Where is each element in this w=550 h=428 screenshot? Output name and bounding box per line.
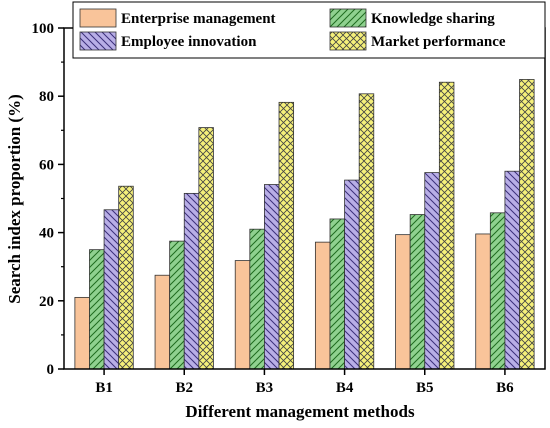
legend-label-knowledge-sharing: Knowledge sharing	[371, 11, 495, 27]
bar-enterprise-management-b6	[475, 233, 491, 370]
y-tick-label: 60	[39, 157, 54, 173]
bar-market-performance-b4	[358, 93, 375, 370]
bar-enterprise-management-b3	[234, 260, 251, 370]
x-tick-label-b3: B3	[256, 380, 274, 396]
bar-employee-innovation-b3	[264, 184, 280, 370]
x-tick-label-b2: B2	[175, 380, 193, 396]
legend-swatch-employee-innovation	[79, 31, 117, 51]
axes-group	[63, 27, 546, 370]
legend: Enterprise management Knowledge sharing Em…	[72, 1, 546, 59]
bar-employee-innovation-b4	[344, 179, 360, 370]
bar-knowledge-sharing-b2	[169, 240, 185, 370]
legend-label-market-performance: Market performance	[371, 34, 506, 50]
bar-knowledge-sharing-b6	[489, 212, 506, 370]
bar-employee-innovation-b6	[504, 170, 520, 370]
legend-swatch-enterprise-management	[79, 8, 117, 28]
y-axis-label: Search index proportion (%)	[5, 94, 24, 304]
bar-employee-innovation-b1	[103, 209, 120, 370]
ticks-group: 0 20 40 60 80 100 B1 B2 B3 B4 B5 B6	[32, 21, 515, 396]
bar-knowledge-sharing-b1	[89, 249, 105, 370]
bar-market-performance-b5	[438, 81, 455, 370]
y-tick-label: 80	[39, 89, 54, 105]
y-tick-label: 40	[39, 226, 54, 242]
legend-swatch-market-performance	[329, 31, 367, 51]
x-tick-label-b4: B4	[336, 380, 354, 396]
bar-enterprise-management-b2	[154, 274, 171, 370]
bar-employee-innovation-b2	[183, 192, 200, 370]
legend-box	[72, 1, 546, 59]
legend-label-enterprise-management: Enterprise management	[121, 11, 276, 27]
bar-employee-innovation-b5	[424, 172, 440, 370]
legend-swatch-knowledge-sharing	[329, 8, 367, 28]
y-tick-label: 20	[39, 294, 54, 310]
x-axis-label: Different management methods	[185, 402, 415, 421]
bar-knowledge-sharing-b5	[409, 214, 426, 370]
bar-market-performance-b1	[118, 185, 134, 370]
plot-frame	[63, 27, 546, 370]
y-tick-label: 100	[32, 21, 55, 37]
legend-label-employee-innovation: Employee innovation	[121, 34, 257, 50]
bar-enterprise-management-b1	[74, 296, 90, 370]
bar-knowledge-sharing-b4	[329, 218, 345, 370]
y-tick-label: 0	[47, 362, 55, 378]
bar-market-performance-b2	[198, 127, 214, 370]
bar-market-performance-b3	[278, 101, 295, 370]
x-tick-label-b1: B1	[95, 380, 113, 396]
bar-enterprise-management-b4	[314, 241, 331, 370]
bar-knowledge-sharing-b3	[249, 228, 265, 370]
x-tick-label-b6: B6	[496, 380, 514, 396]
bar-market-performance-b6	[519, 79, 535, 370]
x-tick-label-b5: B5	[416, 380, 434, 396]
bar-enterprise-management-b5	[395, 234, 411, 370]
bars-group	[74, 79, 535, 370]
